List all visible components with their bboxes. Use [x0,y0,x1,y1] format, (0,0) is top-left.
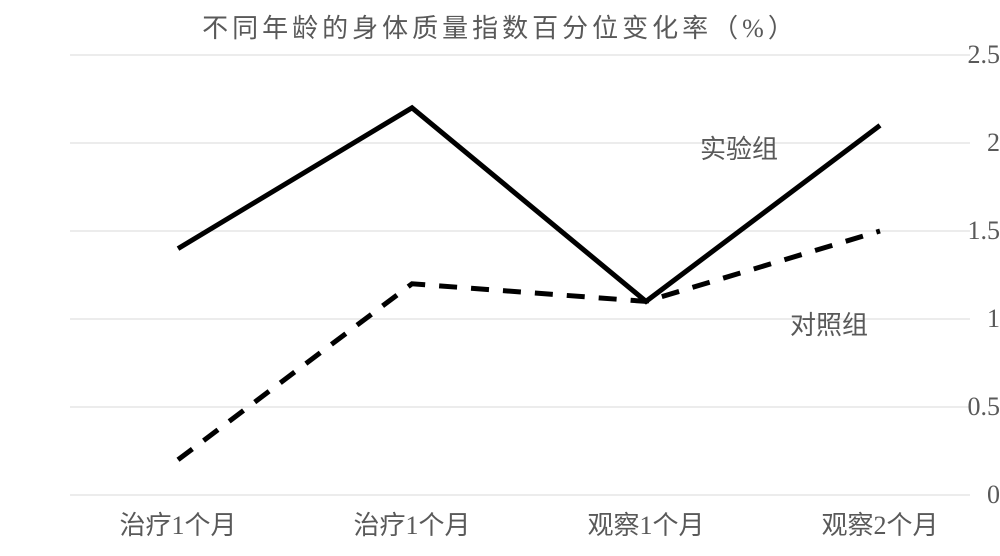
series-label-0: 实验组 [700,129,778,166]
y-tick-label: 0.5 [942,392,1000,422]
chart-plot [0,0,1000,556]
series-line-1 [178,231,880,460]
y-tick-label: 2.5 [942,40,1000,70]
series-label-1: 对照组 [790,305,868,342]
y-tick-label: 0 [942,480,1000,510]
chart-title: 不同年龄的身体质量指数百分位变化率（%） [0,8,1000,45]
y-tick-label: 1.5 [942,216,1000,246]
x-tick-label: 治疗1个月 [353,505,470,542]
x-tick-label: 观察2个月 [821,505,938,542]
y-tick-label: 1 [942,304,1000,334]
chart-container: 不同年龄的身体质量指数百分位变化率（%） 0 0.5 1 1.5 2 2.5 治疗1个月 治… [0,0,1000,556]
x-tick-label: 观察1个月 [587,505,704,542]
y-tick-label: 2 [942,128,1000,158]
x-tick-label: 治疗1个月 [119,505,236,542]
